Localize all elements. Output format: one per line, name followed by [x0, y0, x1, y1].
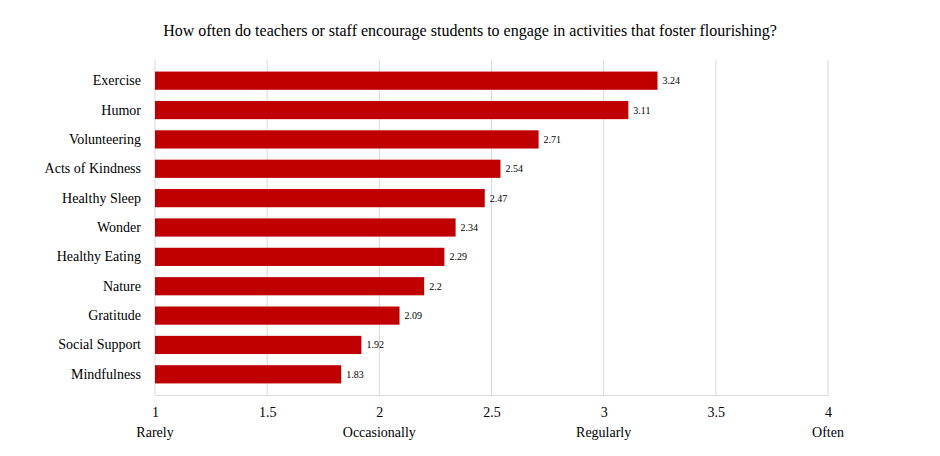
y-tick: Mindfulness: [71, 367, 141, 382]
x-tick-label: 4: [825, 405, 832, 420]
y-tick: Nature: [103, 279, 141, 294]
data-label: 2.47: [490, 193, 508, 204]
y-tick-label: Gratitude: [88, 308, 141, 323]
y-tick-label: Healthy Eating: [57, 249, 141, 264]
chart: How often do teachers or staff encourage…: [0, 0, 940, 456]
y-tick-label: Exercise: [93, 73, 141, 88]
y-tick: Wonder: [97, 220, 141, 235]
bar: [155, 130, 539, 148]
y-tick: Humor: [101, 103, 141, 118]
data-label: 1.92: [366, 339, 384, 350]
annotation: Occasionally: [343, 425, 416, 440]
y-tick-label: Humor: [101, 103, 141, 118]
y-tick: Exercise: [93, 73, 141, 88]
x-axis: 1 1.5 2 2.5 3 3.5 4: [152, 395, 832, 420]
x-tick: 4: [825, 395, 832, 420]
bars: [155, 72, 658, 384]
y-tick-label: Acts of Kindness: [45, 161, 141, 176]
y-tick: Healthy Sleep: [62, 191, 141, 206]
bar: [155, 365, 341, 383]
grid-line: [828, 60, 829, 395]
x-tick: 3.5: [708, 395, 726, 420]
x-tick: 2: [376, 395, 383, 420]
y-tick-label: Healthy Sleep: [62, 191, 141, 206]
x-tick-label: 1.5: [259, 405, 277, 420]
x-tick: 1.5: [259, 395, 277, 420]
data-label: 2.2: [429, 281, 442, 292]
y-tick-label: Mindfulness: [71, 367, 141, 382]
grid: [155, 60, 828, 395]
data-label: 2.29: [449, 251, 467, 262]
bar: [155, 189, 485, 207]
y-tick: Social Support: [58, 337, 141, 352]
grid-line: [715, 60, 716, 395]
data-label: 2.54: [505, 163, 523, 174]
y-tick: Volunteering: [69, 132, 141, 147]
y-tick-label: Social Support: [58, 337, 141, 352]
data-label: 2.34: [461, 222, 479, 233]
bar: [155, 72, 658, 90]
data-label: 3.24: [663, 75, 681, 86]
bar: [155, 248, 444, 266]
title: How often do teachers or staff encourage…: [163, 22, 777, 40]
bar: [155, 336, 361, 354]
data-label: 1.83: [346, 369, 364, 380]
x-tick-label: 2.5: [483, 405, 501, 420]
x-tick: 3: [601, 395, 608, 420]
x-tick-label: 1: [152, 405, 159, 420]
y-axis: Exercise Humor Volunteering Acts of Kindnes…: [45, 73, 142, 382]
x-tick-label: 3: [601, 405, 608, 420]
x-tick: 2.5: [483, 395, 501, 420]
x-tick-label: 3.5: [708, 405, 726, 420]
data-label: 2.71: [544, 134, 562, 145]
x-tick-label: 2: [376, 405, 383, 420]
y-tick: Gratitude: [88, 308, 141, 323]
annotation: Regularly: [576, 425, 631, 440]
y-tick: Acts of Kindness: [45, 161, 141, 176]
bar: [155, 218, 456, 236]
bar: [155, 306, 400, 324]
bar: [155, 277, 424, 295]
y-tick-label: Volunteering: [69, 132, 141, 147]
data-label: 2.09: [405, 310, 423, 321]
bar: [155, 101, 628, 119]
annotation: Rarely: [136, 425, 173, 440]
data-labels: 3.24 3.11 2.71 2.54 2.47 2.34 2.29 2.2 2.09 1.92 1…: [346, 75, 680, 380]
annotation: Often: [812, 425, 844, 440]
annotations: Rarely Occasionally Regularly Often: [136, 425, 844, 440]
data-label: 3.11: [633, 105, 650, 116]
x-tick: 1: [152, 395, 159, 420]
bar: [155, 160, 500, 178]
y-tick: Healthy Eating: [57, 249, 141, 264]
x-axis-line: [156, 395, 829, 396]
y-tick-label: Wonder: [97, 220, 141, 235]
y-tick-label: Nature: [103, 279, 141, 294]
